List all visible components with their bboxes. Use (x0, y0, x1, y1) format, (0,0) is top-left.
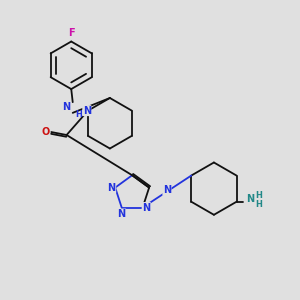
Text: N: N (142, 202, 150, 212)
Text: N: N (118, 209, 126, 219)
Text: N: N (246, 194, 254, 204)
Text: O: O (42, 127, 50, 137)
Text: H: H (255, 191, 262, 200)
Text: N: N (163, 185, 171, 195)
Text: H: H (75, 110, 82, 118)
Text: N: N (83, 106, 91, 116)
Text: H: H (255, 200, 262, 208)
Text: F: F (68, 28, 74, 38)
Text: N: N (108, 183, 116, 193)
Text: N: N (62, 103, 70, 112)
